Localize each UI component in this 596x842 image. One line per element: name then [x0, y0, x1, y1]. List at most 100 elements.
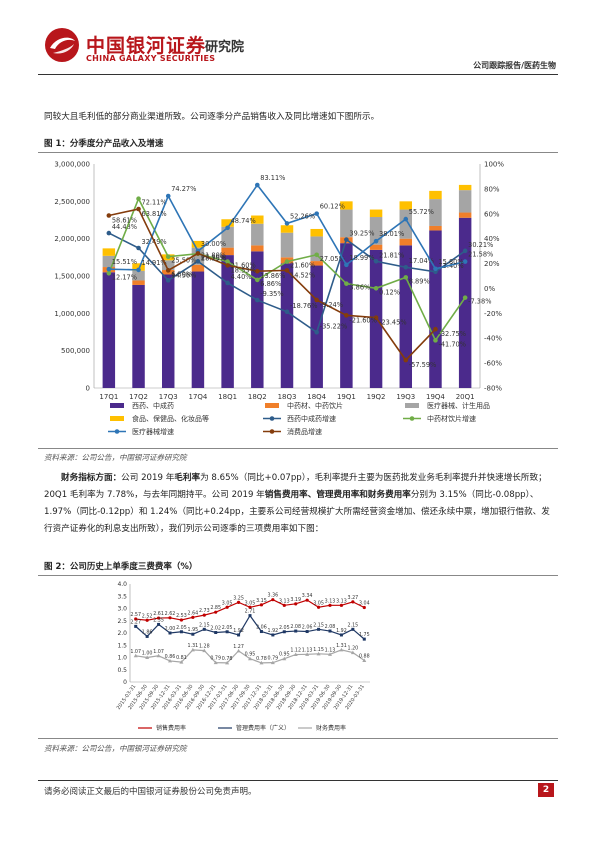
figure2-caption-rule: [38, 575, 558, 576]
series-point: [255, 268, 260, 274]
data-label: 0.78: [222, 656, 233, 662]
data-label: 21.58%: [468, 251, 493, 259]
legend-swatch: [114, 429, 120, 434]
series-point: [316, 605, 321, 609]
bar: [102, 248, 116, 256]
bar: [399, 209, 413, 239]
series-point: [165, 278, 171, 283]
series-point: [462, 295, 468, 300]
series-point: [316, 651, 321, 656]
bar: [369, 217, 383, 245]
figure2-bottom-rule: [38, 738, 558, 739]
data-label: 0.79: [268, 656, 279, 662]
x-tick-label: 19Q2: [367, 393, 386, 401]
y2-tick-label: 20%: [484, 260, 500, 268]
y-tick-label: 0: [86, 385, 90, 393]
data-label: 2.05: [222, 625, 233, 631]
data-label: 3.13: [325, 598, 336, 604]
series-point: [136, 196, 141, 202]
series-point: [145, 634, 149, 638]
data-label: 72.11%: [142, 199, 167, 207]
data-label: 1.92: [336, 628, 347, 634]
bar: [310, 261, 323, 266]
data-label: 3.13: [279, 598, 290, 604]
institute-label: 研究院: [205, 40, 245, 55]
series-point: [351, 627, 355, 631]
galaxy-logo-icon: [45, 28, 79, 62]
series-point: [165, 193, 171, 199]
series-point: [106, 266, 112, 272]
data-label: 1.31: [188, 643, 199, 649]
series-point: [433, 266, 438, 272]
legend-swatch: [110, 416, 124, 421]
bar: [340, 201, 353, 210]
data-label: 2.06: [302, 625, 313, 631]
data-label: 3.86%: [349, 284, 370, 292]
data-label: 21.60%: [231, 262, 256, 270]
bar: [369, 209, 383, 218]
data-label: 2.05: [279, 625, 290, 631]
data-label: 6.86%: [260, 280, 281, 288]
series-point: [225, 225, 230, 231]
data-label: 30.00%: [201, 240, 226, 248]
series-point: [225, 660, 230, 665]
bar: [280, 263, 294, 388]
series-point: [284, 309, 290, 315]
y2-tick-label: -20%: [484, 310, 502, 318]
footer-rule: [38, 780, 558, 781]
bar: [132, 270, 145, 281]
series-point: [284, 221, 290, 226]
x-tick-label: 19Q4: [426, 393, 445, 401]
series-point: [259, 630, 263, 634]
figure2-source: 资料来源：公司公告，中国银河证券研究院: [44, 744, 187, 753]
data-label: -32.75%: [438, 330, 466, 338]
series-point: [305, 630, 309, 634]
financial-paragraph: 财务指标方面：公司 2019 年毛利率为 8.65%（同比+0.07pp），毛利…: [44, 470, 554, 538]
series-point: [403, 264, 409, 270]
bar: [429, 225, 442, 231]
bar: [429, 199, 442, 226]
bar: [132, 284, 145, 388]
series-point: [282, 630, 286, 634]
data-label: 27.05%: [320, 255, 345, 263]
series-point: [344, 237, 349, 242]
series-point: [403, 357, 409, 363]
bar: [132, 280, 145, 285]
series-point: [284, 259, 290, 264]
bar: [251, 215, 264, 224]
y2-tick-label: 100%: [484, 161, 504, 169]
y2-tick-label: 60%: [484, 210, 500, 218]
x-tick-label: 19Q1: [337, 393, 356, 401]
legend-label: 消费品增速: [287, 427, 322, 436]
data-label: 2.35: [153, 617, 164, 623]
series-point: [106, 230, 112, 236]
series-point: [106, 213, 112, 218]
data-label: -21.60%: [349, 316, 377, 324]
series-point: [190, 647, 195, 652]
series-point: [191, 632, 195, 636]
y2-tick-label: -80%: [484, 385, 502, 393]
bar: [429, 190, 442, 200]
data-label: 3.36: [268, 593, 279, 599]
data-label: 83.11%: [260, 174, 285, 182]
series-point: [373, 315, 379, 320]
series-point: [202, 613, 206, 617]
data-label: 2.85: [210, 605, 221, 611]
legend-label: 西药中成药增速: [287, 414, 336, 423]
series-point: [157, 622, 161, 626]
legend-label: 财务费用率: [316, 724, 346, 732]
data-label: 30.21%: [468, 241, 493, 249]
series-point: [433, 338, 438, 343]
y2-tick-label: 80%: [484, 185, 500, 193]
data-label: 39.25%: [349, 230, 374, 238]
legend-label: 食品、保健品、化妆品等: [132, 414, 209, 423]
bar: [221, 226, 234, 248]
header-rule: [38, 74, 558, 75]
data-label: 1.13: [325, 647, 336, 653]
series-point: [294, 629, 298, 633]
y-tick-label: 3.5: [117, 593, 127, 600]
y-tick-label: 3,000,000: [54, 161, 90, 169]
data-label: 74.27%: [171, 185, 196, 193]
page-header: 中国银河证券 CHINA GALAXY SECURITIES 研究院 公司跟踪报…: [0, 0, 596, 80]
series-point: [145, 655, 150, 659]
